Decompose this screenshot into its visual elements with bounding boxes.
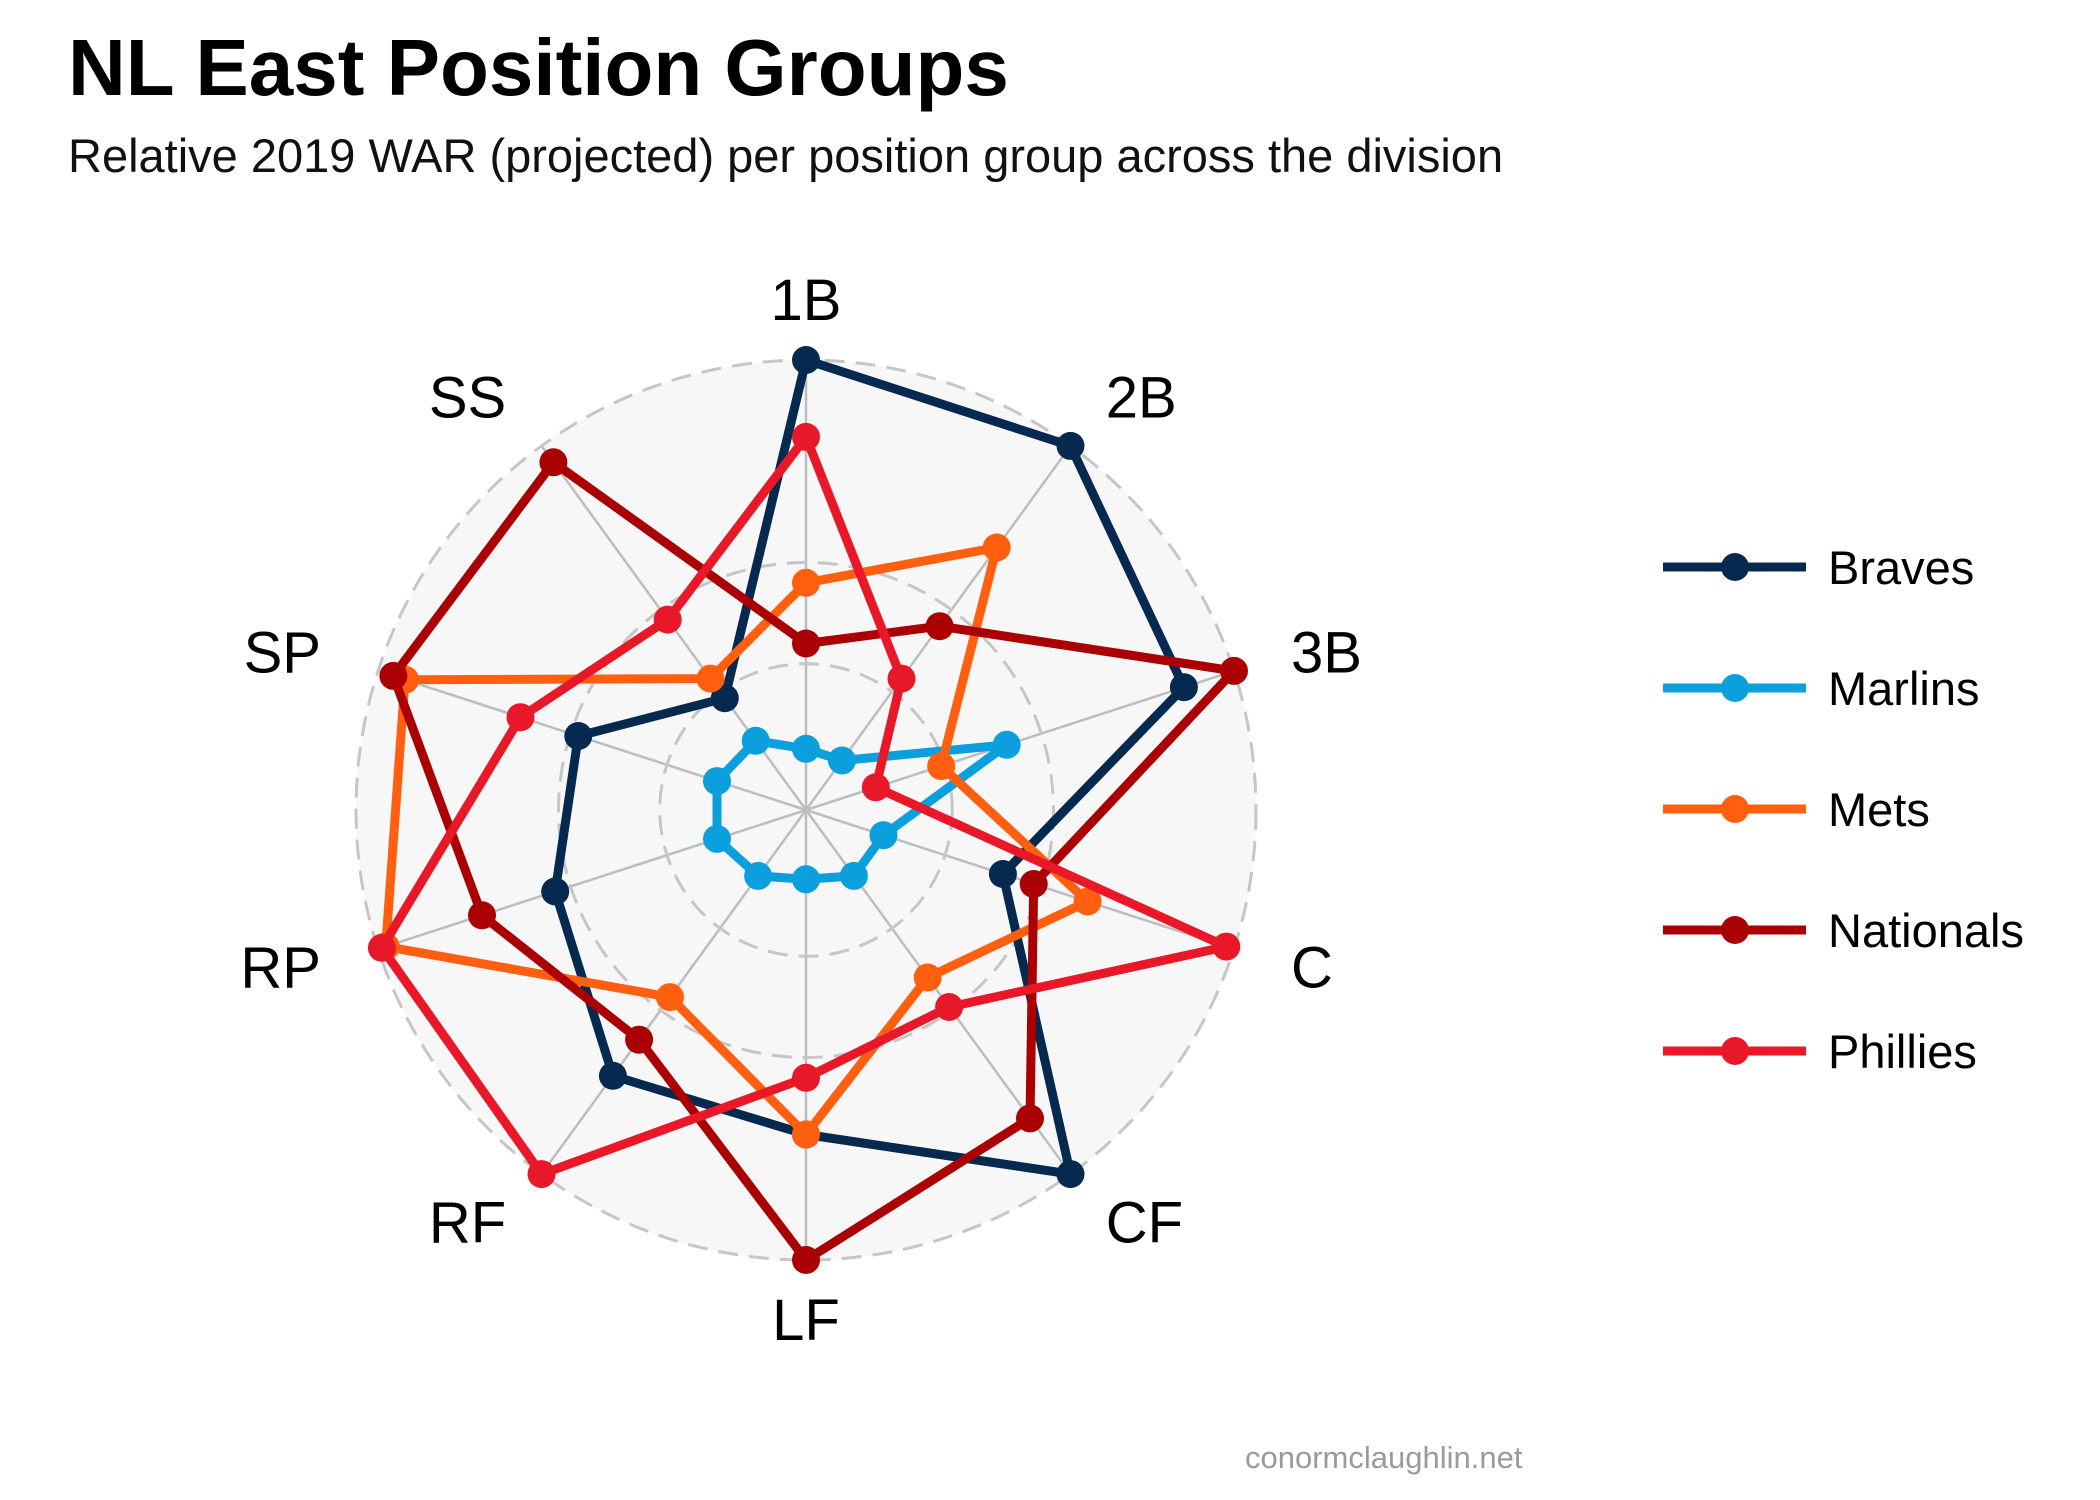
point-braves-c <box>988 860 1017 888</box>
point-marlins-c <box>869 821 898 850</box>
credit-text: conormclaughlin.net <box>1245 1440 1523 1475</box>
legend-item-nationals: Nationals <box>1663 904 2024 957</box>
legend-item-phillies: Phillies <box>1663 1025 1977 1078</box>
point-braves-rf <box>598 1061 627 1090</box>
point-marlins-sp <box>703 767 731 796</box>
point-braves-rp <box>541 877 570 906</box>
point-nationals-c <box>1019 870 1048 898</box>
chart-subtitle: Relative 2019 WAR (projected) per positi… <box>68 129 1504 182</box>
axis-label-lf: LF <box>772 1288 840 1353</box>
point-marlins-cf <box>839 861 868 890</box>
spoke-rp <box>377 808 807 951</box>
point-phillies-c <box>1212 932 1241 961</box>
point-mets-2b <box>982 533 1011 562</box>
point-braves-cf <box>1056 1160 1085 1189</box>
point-mets-1b <box>792 568 820 597</box>
series-marlins <box>703 726 1021 894</box>
axis-label-ss: SS <box>429 365 506 430</box>
legend-label-mets: Mets <box>1828 783 1930 836</box>
grid-ring-2 <box>557 561 1055 1059</box>
point-mets-lf <box>792 1120 820 1149</box>
point-mets-cf <box>913 963 942 992</box>
spoke-sp <box>377 669 807 812</box>
point-phillies-1b <box>792 422 820 451</box>
axis-label-3b: 3B <box>1291 620 1362 685</box>
point-nationals-cf <box>1016 1104 1044 1133</box>
legend-marker-mets <box>1721 795 1749 823</box>
point-braves-ss <box>710 684 739 713</box>
point-nationals-2b <box>925 612 954 641</box>
point-phillies-rp <box>367 933 396 962</box>
series-nationals <box>379 448 1248 1274</box>
point-braves-2b <box>1056 431 1085 460</box>
axis-labels: 1B 2B 3B C CF LF RF RP SP SS <box>240 268 1362 1353</box>
legend-marker-braves <box>1721 553 1749 581</box>
legend-marker-phillies <box>1721 1037 1749 1065</box>
legend-label-marlins: Marlins <box>1828 662 1979 715</box>
point-nationals-lf <box>792 1246 820 1274</box>
legend-item-marlins: Marlins <box>1663 662 1979 715</box>
point-braves-1b <box>792 346 820 374</box>
point-nationals-sp <box>379 661 408 690</box>
radar-series <box>367 346 1248 1274</box>
point-phillies-ss <box>653 605 682 634</box>
point-braves-3b <box>1169 673 1198 702</box>
point-nationals-ss <box>539 448 568 477</box>
point-nationals-rf <box>625 1025 654 1054</box>
point-phillies-3b <box>861 773 890 802</box>
point-marlins-rf <box>744 861 773 890</box>
point-mets-ss <box>696 664 725 693</box>
point-marlins-lf <box>792 865 820 894</box>
legend-label-phillies: Phillies <box>1828 1025 1977 1078</box>
point-nationals-3b <box>1220 656 1248 685</box>
point-marlins-1b <box>792 734 820 763</box>
series-phillies <box>367 422 1241 1189</box>
legend-marker-nationals <box>1721 916 1749 944</box>
point-nationals-1b <box>792 629 820 658</box>
axis-label-1b: 1B <box>771 268 842 333</box>
point-mets-rf <box>656 983 684 1012</box>
point-phillies-sp <box>506 703 535 732</box>
axis-label-cf: CF <box>1106 1191 1183 1256</box>
point-braves-sp <box>564 722 593 750</box>
legend-marker-marlins <box>1721 674 1749 702</box>
point-marlins-3b <box>992 730 1021 759</box>
point-mets-3b <box>927 752 956 781</box>
legend-item-braves: Braves <box>1663 541 1974 594</box>
grid-ring-1 <box>658 662 954 958</box>
axis-label-c: C <box>1291 936 1333 1001</box>
point-phillies-cf <box>935 993 964 1021</box>
chart-title: NL East Position Groups <box>68 23 1009 112</box>
point-marlins-2b <box>828 746 856 775</box>
axis-label-2b: 2B <box>1106 365 1177 430</box>
legend-item-mets: Mets <box>1663 783 1930 836</box>
point-mets-c <box>1073 887 1102 916</box>
point-phillies-2b <box>887 664 916 693</box>
axis-label-rf: RF <box>429 1191 506 1256</box>
legend-label-nationals: Nationals <box>1828 904 2024 957</box>
legend: Braves Marlins Mets Nationals Phillies <box>1663 541 2024 1078</box>
legend-label-braves: Braves <box>1828 541 1974 594</box>
point-marlins-ss <box>741 726 770 755</box>
axis-label-sp: SP <box>244 620 321 685</box>
point-marlins-rp <box>703 824 731 853</box>
point-phillies-lf <box>792 1063 820 1092</box>
axis-label-rp: RP <box>240 936 321 1001</box>
point-nationals-rp <box>468 901 496 930</box>
point-phillies-rf <box>527 1160 556 1189</box>
